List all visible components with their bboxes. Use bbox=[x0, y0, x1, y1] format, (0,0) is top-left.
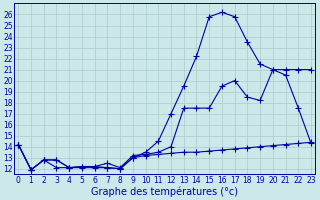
X-axis label: Graphe des températures (°c): Graphe des températures (°c) bbox=[91, 186, 238, 197]
